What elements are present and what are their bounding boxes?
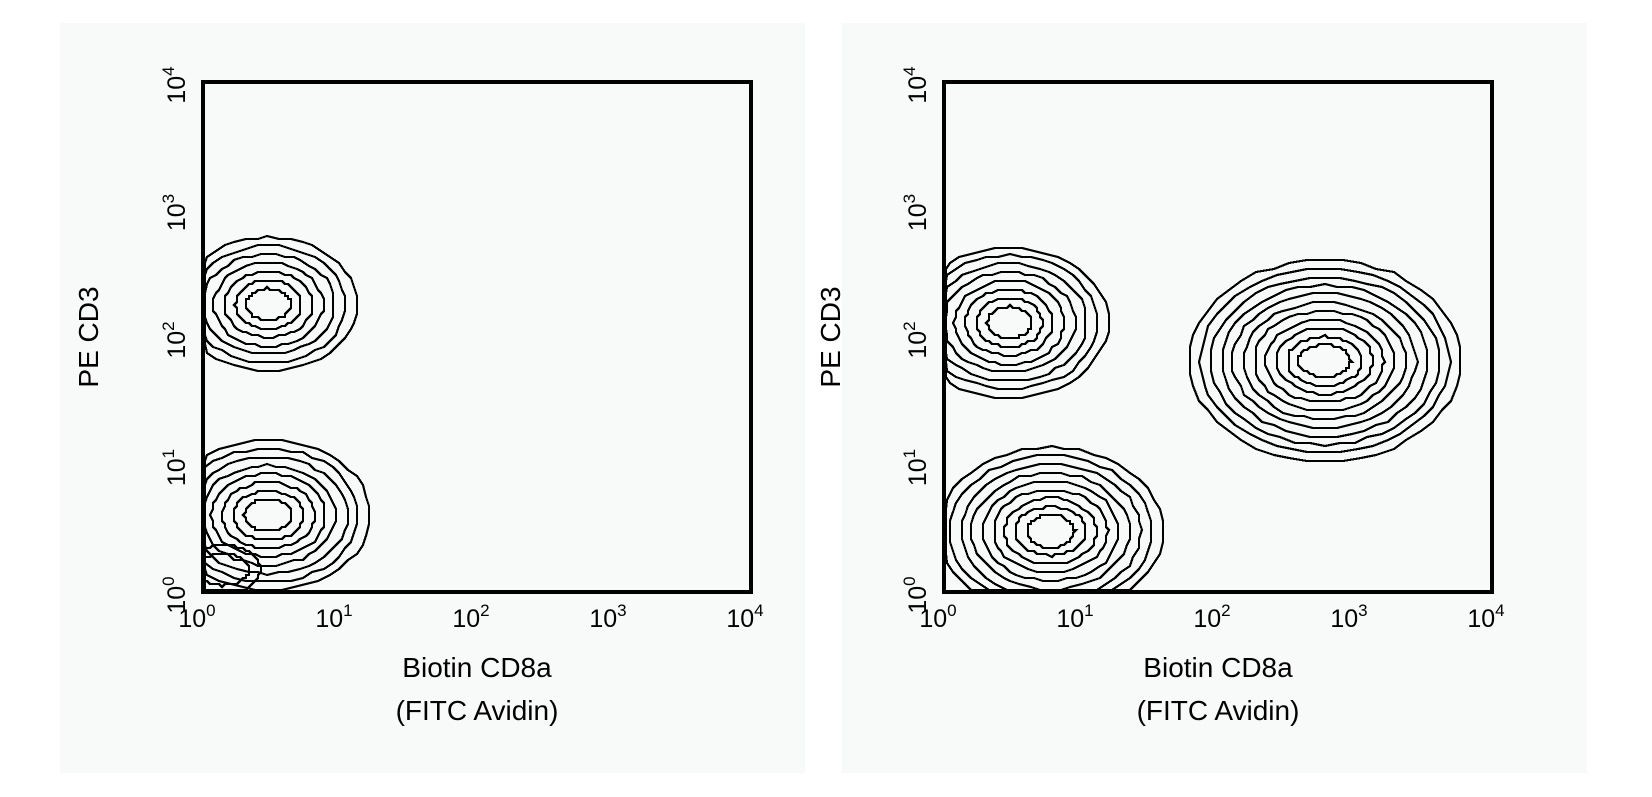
left-y-tick-label: 103 xyxy=(159,194,191,231)
left-x-tick-label: 103 xyxy=(589,601,626,633)
right-contour-ring xyxy=(993,489,1111,574)
right-panel: 100 101 102 103 104 100 101 102 103 104 Biotin C… xyxy=(815,23,1587,773)
right-contour-ring xyxy=(1254,309,1396,412)
left-contour-ring xyxy=(211,261,326,349)
right-y-ticks: 100 101 102 103 104 xyxy=(900,66,932,613)
left-contour-ring xyxy=(241,498,293,532)
right-y-tick-label: 102 xyxy=(900,321,932,358)
left-x-tick-label: 104 xyxy=(726,601,763,633)
left-contour-ring xyxy=(203,462,338,568)
right-contour-ring xyxy=(984,303,1033,340)
left-contour-ring xyxy=(232,279,302,331)
left-xlabel-line2: (FITC Avidin) xyxy=(396,695,559,726)
right-ylabel: PE CD3 xyxy=(815,286,846,387)
right-contour-ring xyxy=(1242,300,1408,421)
right-contour-ring xyxy=(1263,318,1387,403)
right-contour-ring xyxy=(1209,276,1441,448)
right-y-tick-label: 100 xyxy=(900,576,932,613)
left-contour-plot: 100 101 102 103 104 100 101 102 103 104 Biotin C… xyxy=(73,66,764,726)
right-contour-ring xyxy=(944,444,1165,592)
right-xlabel-line1: Biotin CD8a xyxy=(1143,652,1293,683)
right-x-ticks: 100 101 102 103 104 xyxy=(919,601,1504,633)
right-contour-ring xyxy=(948,453,1153,592)
right-contour-ring xyxy=(1014,504,1087,559)
left-y-tick-label: 100 xyxy=(159,576,191,613)
right-contour-ring xyxy=(1002,495,1099,565)
right-y-tick-label: 101 xyxy=(900,449,932,486)
left-y-tick-label: 102 xyxy=(159,321,191,358)
right-x-tick-label: 104 xyxy=(1467,601,1504,633)
right-contour-ring xyxy=(975,297,1045,349)
right-contour-ring xyxy=(1296,342,1355,379)
left-y-tick-label: 104 xyxy=(159,66,191,103)
left-contour-ring xyxy=(244,285,293,322)
left-plot-frame xyxy=(201,80,753,594)
left-contours xyxy=(203,234,371,592)
right-contour-ring xyxy=(981,480,1120,583)
right-contour-ring xyxy=(1188,258,1462,463)
right-x-tick-label: 102 xyxy=(1193,601,1230,633)
left-contour-ring xyxy=(203,447,359,583)
right-x-tick-label: 100 xyxy=(919,601,956,633)
left-contour-ring xyxy=(220,480,317,550)
right-contour-ring xyxy=(1026,513,1079,550)
left-ylabel: PE CD3 xyxy=(73,286,104,387)
right-contour-ring xyxy=(969,471,1132,592)
right-contour-ring xyxy=(963,288,1054,358)
right-contours xyxy=(944,246,1462,592)
right-x-tick-label: 103 xyxy=(1330,601,1367,633)
left-panel: 100 101 102 103 104 100 101 102 103 104 Biotin C… xyxy=(60,23,805,773)
left-x-tick-label: 102 xyxy=(452,601,489,633)
right-y-tick-label: 104 xyxy=(900,66,932,103)
left-contour-ring xyxy=(223,270,314,340)
right-xlabel-line2: (FITC Avidin) xyxy=(1137,695,1300,726)
left-contour-ring xyxy=(208,471,326,559)
left-x-tick-label: 101 xyxy=(315,601,352,633)
left-x-tick-label: 100 xyxy=(178,601,215,633)
right-contour-ring xyxy=(1230,291,1420,430)
right-contour-ring xyxy=(951,279,1066,367)
left-xlabel-line1: Biotin CD8a xyxy=(402,652,552,683)
left-contour-ring xyxy=(232,489,305,541)
right-y-tick-label: 103 xyxy=(900,194,932,231)
right-plot-frame xyxy=(942,80,1494,594)
right-x-tick-label: 101 xyxy=(1056,601,1093,633)
left-y-ticks: 100 101 102 103 104 xyxy=(159,66,191,613)
right-contour-plot: 100 101 102 103 104 100 101 102 103 104 Biotin C… xyxy=(815,66,1505,726)
right-contour-ring xyxy=(1221,282,1429,439)
right-contour-ring xyxy=(1197,267,1453,454)
left-y-tick-label: 101 xyxy=(159,449,191,486)
left-x-ticks: 100 101 102 103 104 xyxy=(178,601,763,633)
right-contour-ring xyxy=(1275,327,1375,397)
right-contour-ring xyxy=(1287,333,1363,388)
